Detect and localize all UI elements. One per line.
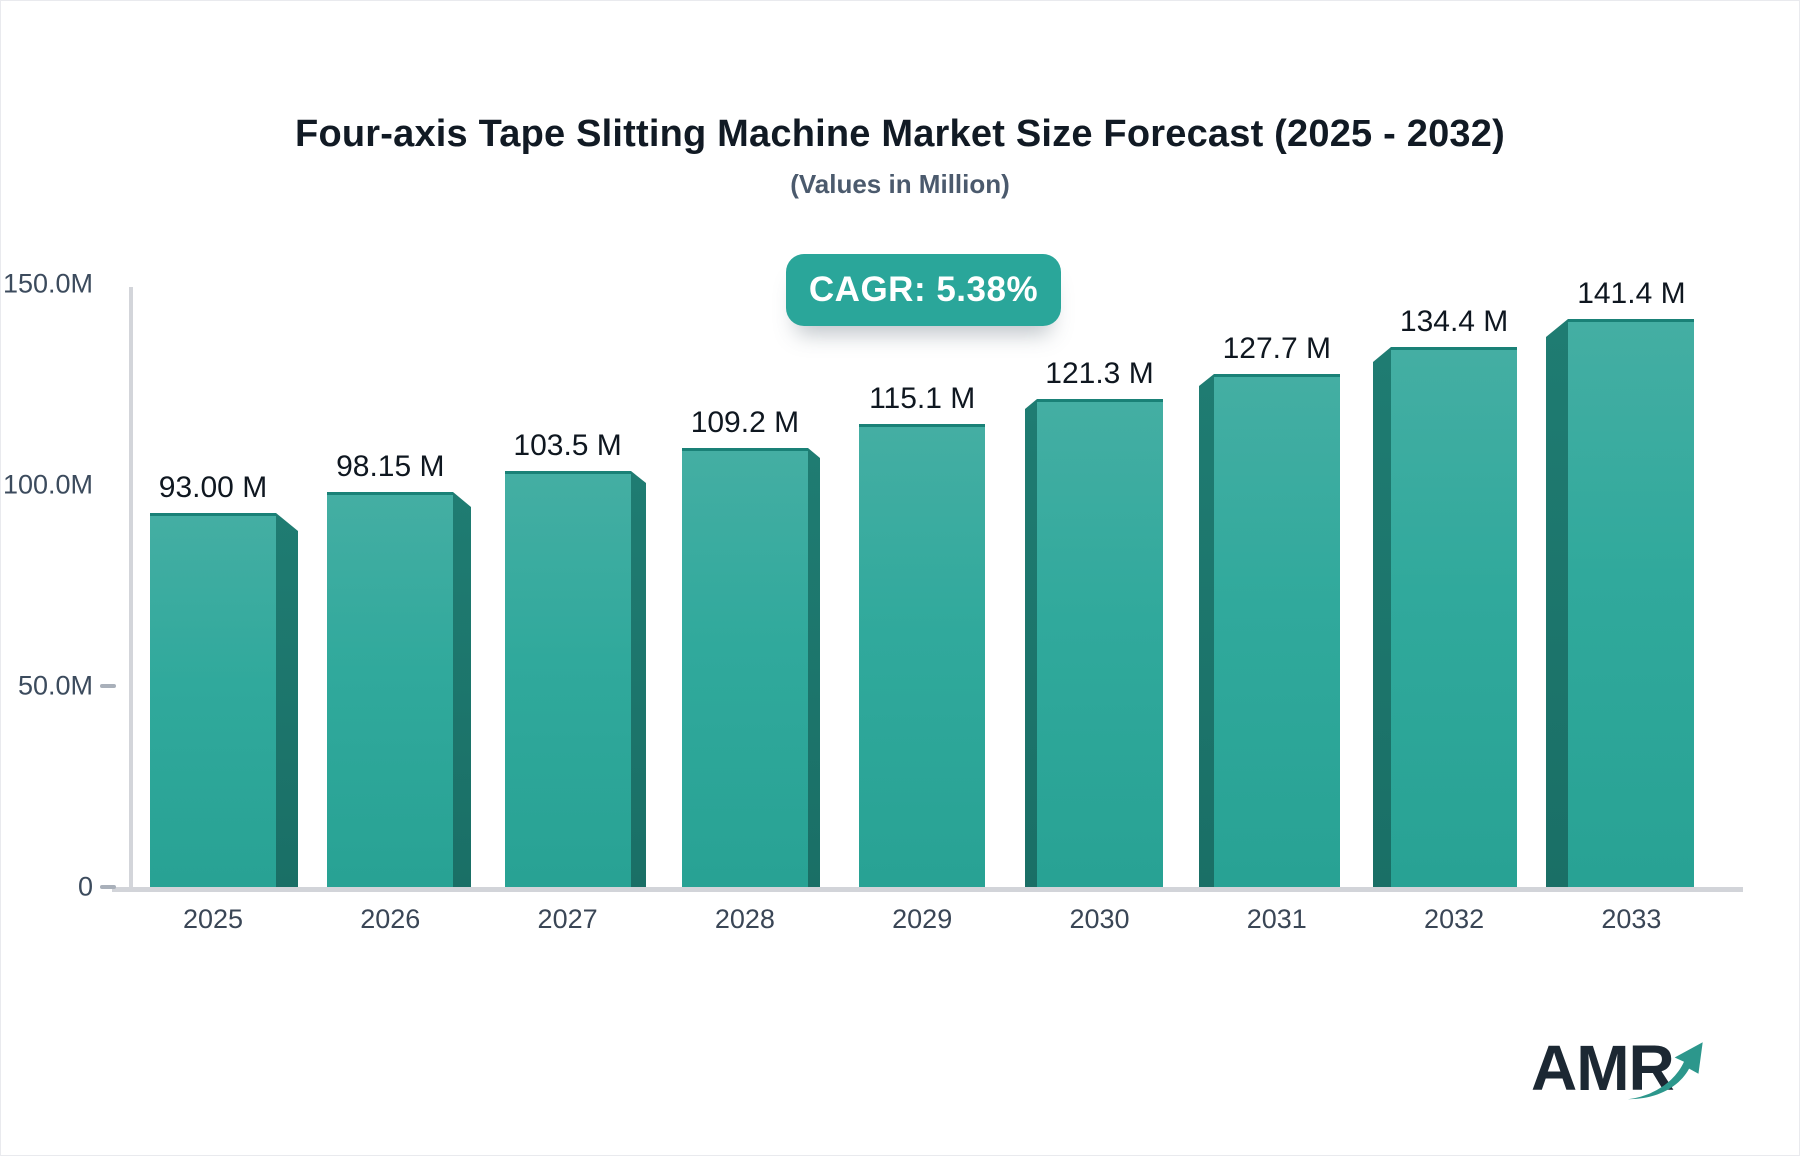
bar-value-label: 121.3 M bbox=[1045, 357, 1154, 390]
x-axis-category-label: 2028 bbox=[714, 904, 775, 934]
growth-arrow-icon bbox=[1627, 1042, 1703, 1100]
bar-side-face bbox=[1025, 399, 1037, 887]
y-axis-tick-dash bbox=[100, 684, 116, 688]
bar-value-label: 103.5 M bbox=[513, 429, 622, 462]
bar-value-label: 93.00 M bbox=[158, 471, 268, 504]
x-axis-line bbox=[112, 887, 1743, 892]
bar-side-face bbox=[1373, 347, 1391, 887]
bar bbox=[505, 471, 631, 887]
bar-side-face bbox=[631, 471, 646, 887]
bar-side-face bbox=[808, 448, 820, 887]
x-axis-category-label: 2029 bbox=[892, 904, 953, 934]
x-axis-category-label: 2026 bbox=[360, 904, 421, 934]
chart-subtitle: (Values in Million) bbox=[790, 169, 1010, 199]
x-axis-category-label: 2027 bbox=[537, 904, 598, 934]
amr-logo: AMR bbox=[1531, 1026, 1721, 1111]
x-axis-category-label: 2032 bbox=[1424, 904, 1485, 934]
x-axis-category-label: 2033 bbox=[1601, 904, 1662, 934]
bar bbox=[1037, 399, 1163, 887]
bar-side-face bbox=[453, 492, 471, 887]
y-axis-tick-dash bbox=[100, 885, 116, 889]
cagr-badge: CAGR: 5.38% bbox=[786, 254, 1061, 326]
bar-value-label: 115.1 M bbox=[869, 382, 976, 415]
bar bbox=[859, 424, 985, 887]
bar-value-label: 134.4 M bbox=[1399, 305, 1509, 338]
x-axis-category-label: 2031 bbox=[1246, 904, 1307, 934]
bar bbox=[1391, 347, 1517, 887]
amr-logo-text: AMR bbox=[1531, 1032, 1675, 1104]
bar-value-label: 141.4 M bbox=[1577, 277, 1686, 310]
bar bbox=[1568, 319, 1694, 887]
bar-side-face bbox=[1546, 319, 1568, 887]
bar-value-label: 98.15 M bbox=[336, 450, 445, 483]
bar bbox=[682, 448, 808, 887]
y-axis-tick-label: 150.0M bbox=[2, 268, 93, 299]
bar bbox=[150, 513, 276, 887]
bar bbox=[1214, 374, 1340, 887]
bar-side-face bbox=[276, 513, 298, 887]
bar-value-label: 127.7 M bbox=[1222, 332, 1331, 365]
bar bbox=[327, 492, 453, 887]
bar-side-face bbox=[1199, 374, 1214, 887]
x-axis-category-label: 2030 bbox=[1069, 904, 1130, 934]
chart-title: Four-axis Tape Slitting Machine Market S… bbox=[295, 113, 1505, 155]
y-axis-tick-label: 50.0M bbox=[17, 670, 93, 701]
x-axis-category-label: 2025 bbox=[182, 904, 244, 934]
y-axis-line bbox=[129, 287, 133, 891]
y-axis-tick-label: 100.0M bbox=[2, 469, 93, 500]
y-axis-tick-label: 0 bbox=[77, 871, 93, 902]
bar-value-label: 109.2 M bbox=[690, 406, 800, 439]
